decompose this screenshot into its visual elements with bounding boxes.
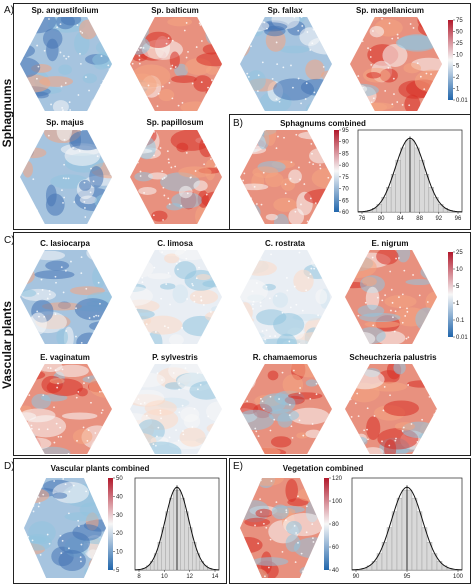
- map-title-scheuchzeria-palustris: Scheuchzeria palustris: [349, 353, 437, 362]
- panel-b-label: B): [233, 118, 243, 129]
- hist-tick-label: 8: [137, 574, 141, 580]
- legend-tick-label: 25: [456, 250, 463, 256]
- legend-tick-label: 60: [332, 545, 339, 551]
- map-title-c-limosa: C. limosa: [157, 239, 193, 248]
- legend-tick-label: 60: [342, 210, 349, 216]
- legend-tick-label: 90: [342, 140, 349, 146]
- map-title-c-lasiocarpa: C. lasiocarpa: [40, 239, 90, 248]
- legend-tick-label: 50: [116, 476, 123, 482]
- legend-tick-label: 10: [456, 267, 463, 273]
- legend-tick-label: 75: [342, 175, 349, 181]
- legend-tick-label: 1: [456, 301, 460, 307]
- map-title-e-nigrum: E. nigrum: [371, 239, 409, 248]
- panel-e-title: Vegetation combined: [282, 464, 364, 473]
- panel-c-label: C): [4, 235, 15, 246]
- map-title-sp-majus: Sp. majus: [46, 118, 84, 127]
- legend-tick-label: 120: [332, 476, 343, 482]
- legend-tick-label: 0.01: [456, 335, 468, 341]
- map-title-r-chamaemorus: R. chamaemorus: [252, 353, 318, 362]
- hist-tick-label: 12: [186, 574, 193, 580]
- panel-e-label: E): [233, 461, 243, 472]
- legend-tick-label: 100: [332, 499, 343, 505]
- legend-tick-label: 25: [456, 41, 463, 47]
- map-title-sp-balticum: Sp. balticum: [151, 6, 199, 15]
- hist-tick-label: 14: [212, 574, 219, 580]
- legend-tick-label: 50: [456, 29, 463, 35]
- legend-tick-label: 10: [116, 550, 123, 556]
- map-title-e-vaginatum: E. vaginatum: [40, 353, 90, 362]
- legend-tick-label: 40: [116, 494, 123, 500]
- hist-tick-label: 100: [453, 574, 464, 580]
- map-title-c-rostrata: C. rostrata: [264, 239, 305, 248]
- hist-tick-label: 76: [359, 216, 366, 222]
- hist-tick-label: 90: [353, 574, 360, 580]
- panel-d: [13, 458, 227, 584]
- panel-e: [229, 458, 471, 584]
- panel-c: [13, 232, 471, 456]
- legend-tick-label: 5: [116, 568, 120, 574]
- legend-tick-label: 40: [332, 568, 339, 574]
- legend-tick-label: 2: [456, 75, 460, 81]
- panel-b: [229, 114, 471, 230]
- legend-tick-label: 20: [116, 531, 123, 537]
- legend-tick-label: 0.01: [456, 98, 468, 104]
- panel-d-label: D): [4, 461, 15, 472]
- hist-tick-label: 95: [404, 574, 411, 580]
- map-title-p-sylvestris: P. sylvestris: [152, 353, 198, 362]
- panel-a-label: A): [4, 5, 14, 16]
- legend-tick-label: 1: [456, 87, 460, 93]
- legend-tick-label: 5: [456, 64, 460, 70]
- legend-tick-label: 85: [342, 151, 349, 157]
- legend-tick-label: 80: [342, 163, 349, 169]
- map-title-sp-fallax: Sp. fallax: [267, 6, 303, 15]
- hist-tick-label: 88: [416, 216, 423, 222]
- legend-tick-label: 10: [456, 52, 463, 58]
- legend-tick-label: 80: [332, 522, 339, 528]
- legend-tick-label: 70: [342, 187, 349, 193]
- hist-tick-label: 96: [455, 216, 462, 222]
- legend-tick-label: 65: [342, 198, 349, 204]
- panel-b-title: Sphagnums combined: [280, 119, 366, 128]
- legend-tick-label: 95: [342, 128, 349, 134]
- hist-tick-label: 92: [435, 216, 442, 222]
- legend-tick-label: 5: [456, 284, 460, 290]
- legend-tick-label: 75: [456, 18, 463, 24]
- map-title-sp-angustifolium: Sp. angustifolium: [31, 6, 99, 15]
- hist-tick-label: 80: [378, 216, 385, 222]
- hist-tick-label: 10: [161, 574, 168, 580]
- hist-tick-label: 84: [397, 216, 404, 222]
- legend-tick-label: 30: [116, 513, 123, 519]
- map-title-sp-papillosum: Sp. papillosum: [146, 118, 204, 127]
- map-title-sp-magellanicum: Sp. magellanicum: [355, 6, 425, 15]
- panel-d-title: Vascular plants combined: [50, 464, 150, 473]
- legend-tick-label: 0.1: [456, 318, 465, 324]
